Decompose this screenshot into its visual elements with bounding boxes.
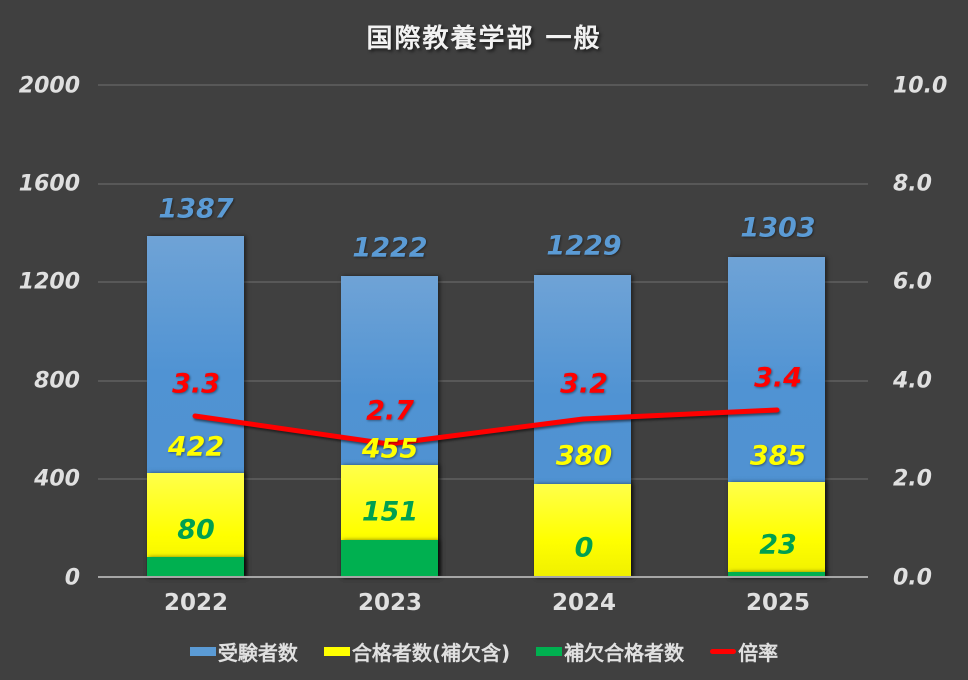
y-tick-right: 2.0 [893,466,932,492]
label-passers-2022: 422 [167,431,225,463]
bar-passers-2025 [728,482,825,577]
legend-item-ratio: 倍率 [710,637,778,666]
label-ratio-2023: 2.7 [366,395,414,427]
y-tick-right: 10.0 [893,73,948,99]
y-tick-right: 0.0 [893,565,932,591]
x-tick: 2024 [551,590,617,616]
x-tick: 2023 [357,590,423,616]
bar-passers-2024 [534,484,631,577]
gridline-2000 [98,84,868,86]
legend-item-applicants: 受験者数 [189,637,298,666]
legend-item-passers: 合格者数(補欠含) [323,637,511,666]
x-tick: 2022 [163,590,229,616]
legend-swatch-yellow [323,647,350,656]
label-waitlist-2025: 23 [759,529,797,561]
legend-swatch-red-line [710,649,737,654]
bar-waitlist-2025 [728,572,825,577]
x-axis-line [98,576,868,578]
gridline-1200 [98,281,868,283]
x-tick: 2025 [745,590,811,616]
label-waitlist-2024: 0 [574,532,594,564]
y-tick-left: 1600 [18,171,80,197]
gridline-400 [98,478,868,480]
gridline-800 [98,380,868,382]
label-applicants-2025: 1303 [740,212,816,244]
legend-label: 受験者数 [217,641,298,665]
label-waitlist-2023: 151 [361,496,419,528]
y-tick-right: 8.0 [893,171,932,197]
y-tick-right: 6.0 [893,269,932,295]
label-applicants-2023: 1222 [352,232,428,264]
y-tick-left: 800 [34,368,80,394]
label-waitlist-2022: 80 [177,514,215,546]
y-tick-left: 400 [34,466,80,492]
legend-item-waitlist: 補欠合格者数 [536,637,684,666]
label-ratio-2024: 3.2 [560,368,608,400]
legend-label: 倍率 [738,641,779,665]
bar-waitlist-2023 [341,540,438,577]
chart-title: 国際教養学部 一般 [366,24,602,54]
label-applicants-2022: 1387 [158,193,234,225]
y-tick-left: 0 [64,565,80,591]
label-passers-2024: 380 [555,440,613,472]
label-ratio-2022: 3.3 [172,368,220,400]
label-ratio-2025: 3.4 [754,362,802,394]
legend-swatch-green [536,647,563,656]
legend-label: 合格者数(補欠含) [351,641,511,665]
label-passers-2023: 455 [361,433,419,465]
y-tick-left: 2000 [18,73,80,99]
bar-waitlist-2022 [147,557,244,577]
legend-label: 補欠合格者数 [564,641,685,665]
legend-swatch-blue [189,647,216,656]
y-tick-right: 4.0 [893,368,932,394]
legend: 受験者数 合格者数(補欠含) 補欠合格者数 倍率 [0,637,968,666]
label-applicants-2024: 1229 [546,230,622,262]
y-tick-left: 1200 [18,269,80,295]
label-passers-2025: 385 [749,440,807,472]
gridline-1600 [98,183,868,185]
